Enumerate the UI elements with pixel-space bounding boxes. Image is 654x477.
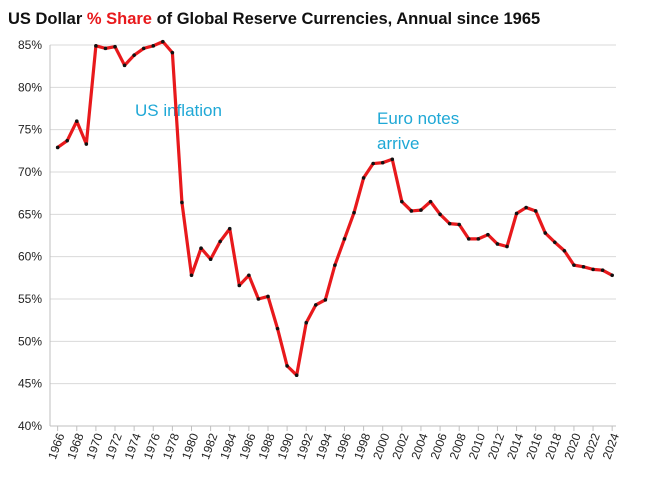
y-tick-label: 40% (18, 419, 42, 433)
data-point (486, 232, 490, 237)
data-point (562, 248, 567, 253)
data-point (409, 209, 414, 213)
data-point (74, 119, 79, 123)
title-part: US Dollar (8, 10, 87, 28)
data-point (113, 44, 117, 49)
data-point (533, 209, 538, 213)
data-point (227, 226, 232, 231)
y-tick-label: 85% (18, 38, 42, 52)
data-point (65, 138, 70, 143)
data-point (400, 199, 404, 204)
data-point (256, 297, 261, 301)
data-point (199, 246, 203, 250)
data-point (380, 160, 385, 165)
data-point (342, 237, 347, 241)
data-point (524, 205, 528, 210)
annotation: Euro notes (377, 109, 459, 128)
data-point (457, 222, 462, 227)
data-point (476, 237, 481, 241)
annotation: arrive (377, 134, 420, 153)
data-point (428, 199, 433, 204)
x-tick-label: 2024 (600, 431, 622, 461)
data-point (419, 208, 423, 212)
data-point (447, 221, 452, 226)
data-point (208, 257, 213, 262)
data-point (572, 263, 576, 267)
data-point (132, 53, 136, 57)
data-point (514, 211, 519, 216)
annotation: US inflation (135, 101, 222, 120)
y-tick-label: 45% (18, 377, 42, 391)
data-point (323, 298, 328, 302)
data-point (170, 50, 175, 55)
data-point (141, 46, 146, 51)
y-tick-label: 70% (18, 165, 42, 179)
title-part: of Global Reserve Currencies, Annual sin… (152, 10, 540, 28)
chart-title: US Dollar % Share of Global Reserve Curr… (8, 10, 540, 28)
data-point (600, 268, 605, 273)
y-tick-label: 60% (18, 250, 42, 264)
y-tick-label: 65% (18, 207, 42, 221)
data-point (122, 63, 127, 68)
data-point (352, 210, 356, 215)
data-point (151, 44, 156, 48)
data-point (581, 265, 586, 269)
data-point (304, 320, 309, 325)
data-point (237, 283, 242, 288)
data-point (543, 231, 548, 235)
data-point (266, 294, 270, 299)
data-point (495, 242, 500, 246)
data-point (294, 373, 299, 378)
data-point (285, 364, 289, 368)
data-point (313, 303, 318, 307)
data-point (218, 239, 222, 244)
data-point (333, 263, 337, 267)
data-point (371, 161, 375, 166)
data-point (180, 200, 184, 205)
y-tick-label: 75% (18, 123, 42, 137)
data-point (275, 326, 280, 331)
data-point (553, 240, 557, 245)
data-point (161, 39, 165, 44)
data-point (390, 157, 395, 162)
data-point (103, 46, 108, 51)
data-point (361, 176, 366, 180)
data-point (94, 44, 98, 48)
data-point (610, 273, 614, 278)
data-line (56, 40, 613, 377)
y-tick-label: 55% (18, 292, 42, 306)
y-tick-label: 50% (18, 334, 42, 348)
data-point (189, 273, 194, 278)
data-point (55, 145, 60, 150)
data-point (438, 212, 442, 217)
y-tick-label: 80% (18, 80, 42, 94)
data-point (505, 244, 509, 249)
title-part: % Share (87, 10, 152, 28)
data-point (466, 237, 471, 241)
data-point (84, 142, 89, 146)
data-point (247, 273, 251, 278)
data-point (591, 267, 595, 272)
